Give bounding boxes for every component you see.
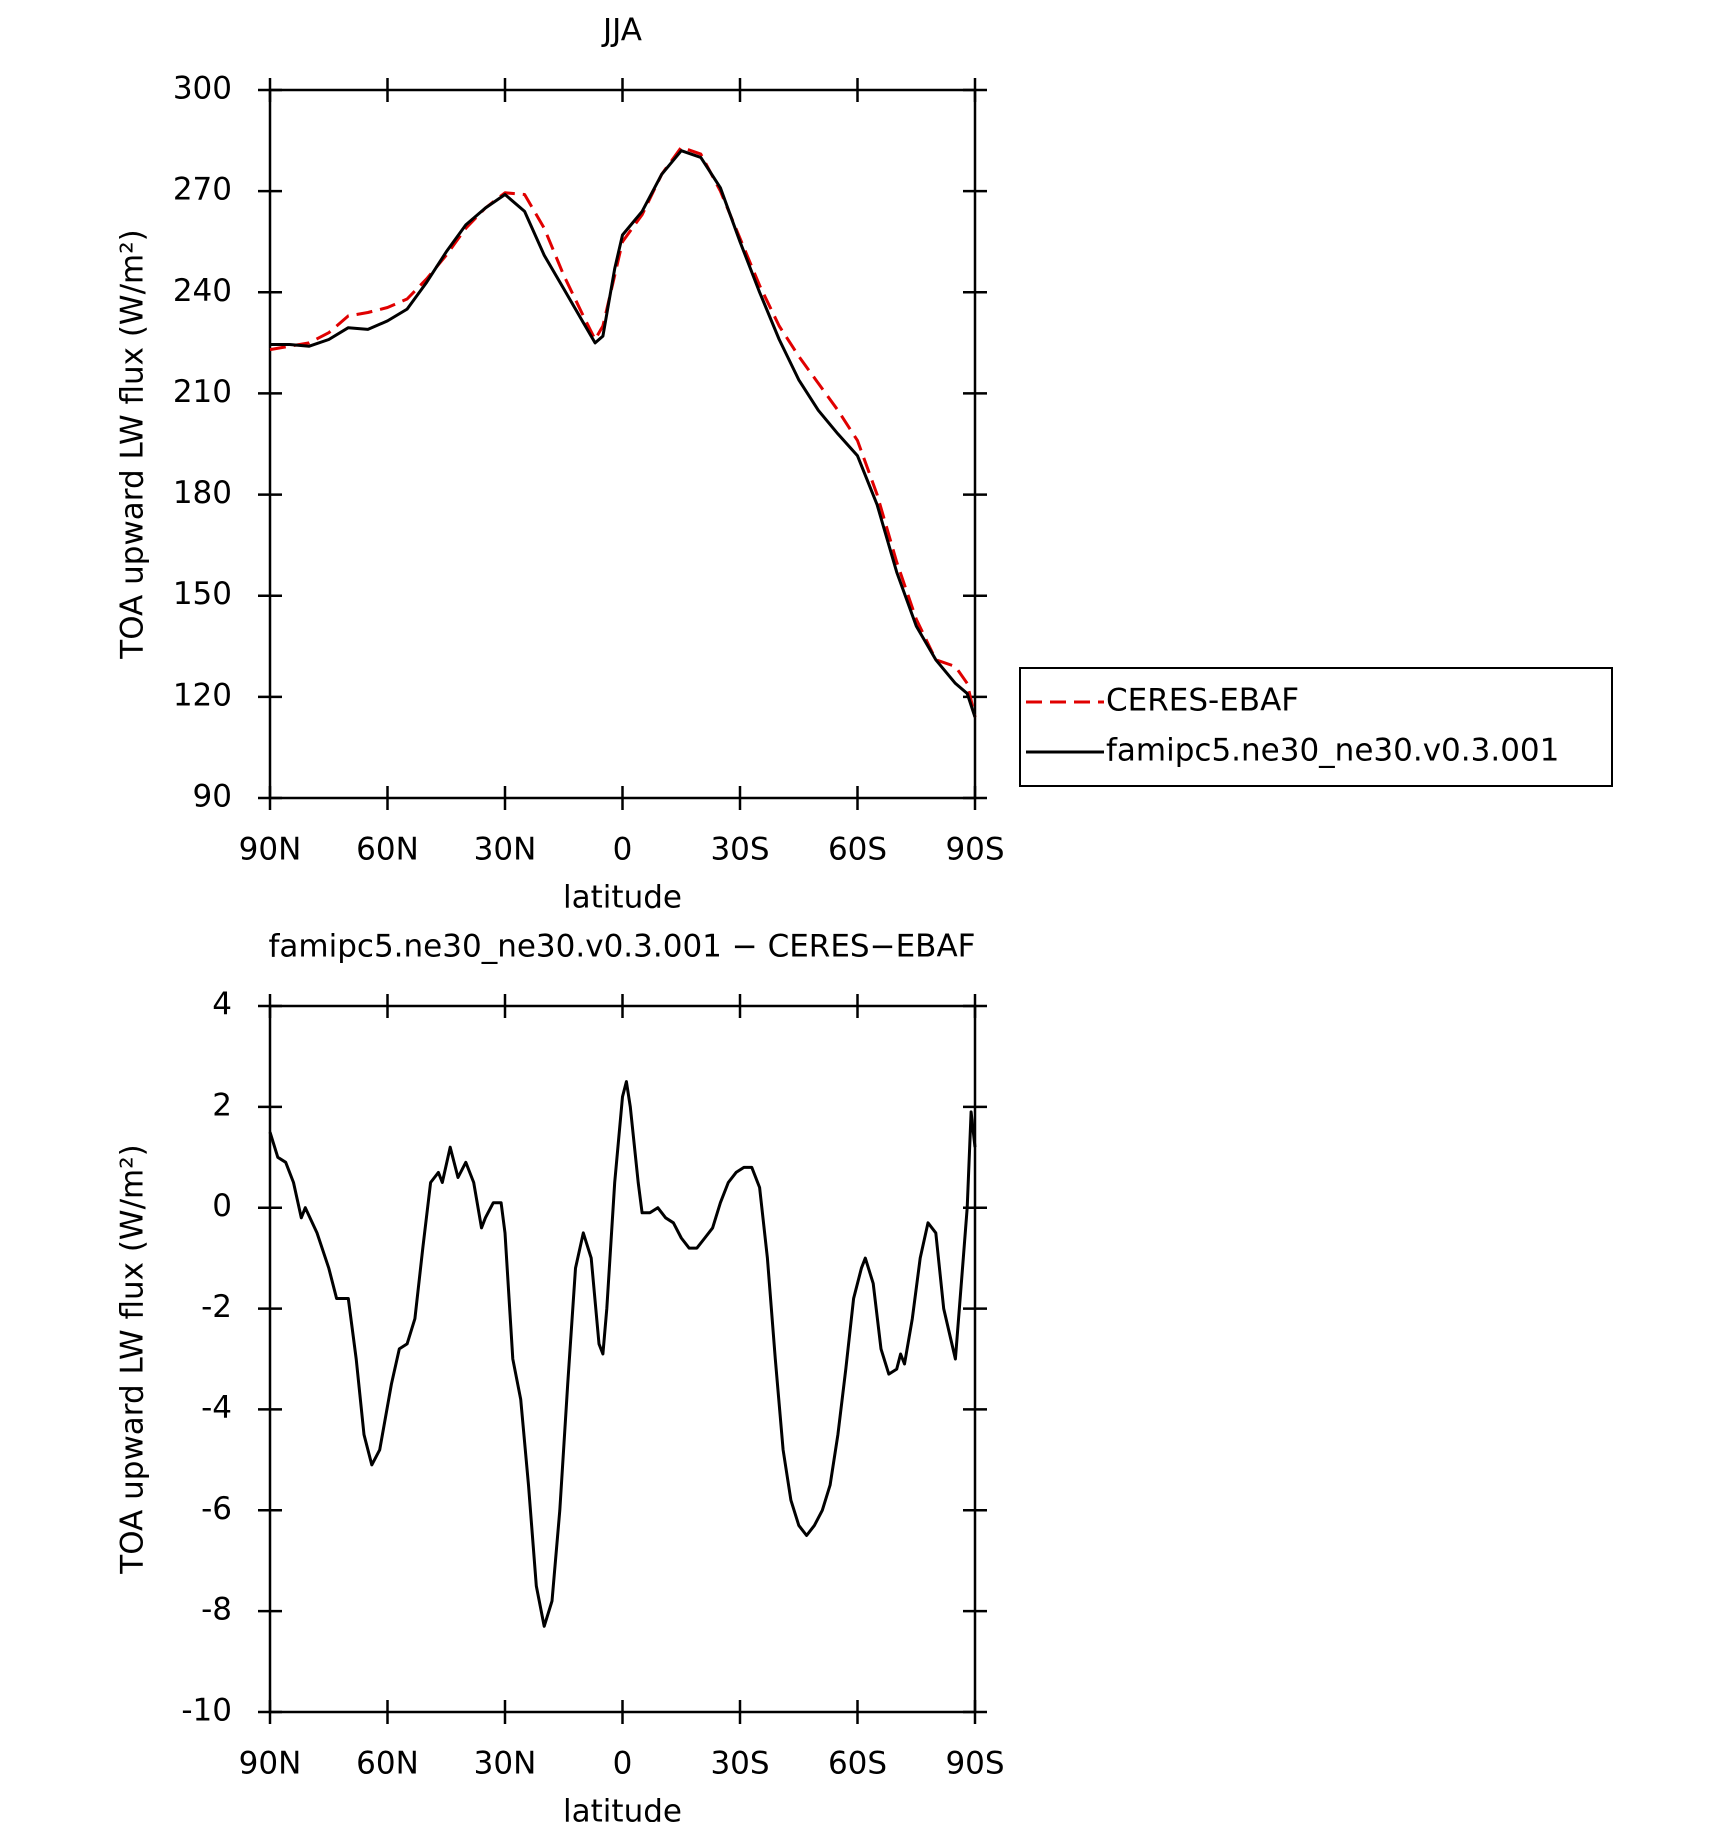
x-axis-label: latitude bbox=[563, 880, 682, 916]
x-tick-label: 60S bbox=[828, 1746, 887, 1782]
y-tick-label: 0 bbox=[212, 1188, 232, 1224]
y-tick-label: 240 bbox=[173, 273, 232, 309]
x-tick-label: 60N bbox=[356, 832, 419, 868]
x-tick-label: 90S bbox=[945, 1746, 1004, 1782]
x-tick-label: 90N bbox=[239, 832, 302, 868]
x-tick-label: 0 bbox=[613, 1746, 633, 1782]
y-tick-label: 90 bbox=[193, 779, 232, 815]
y-tick-label: -8 bbox=[201, 1592, 232, 1628]
y-axis-label: TOA upward LW flux (W/m²) bbox=[115, 1144, 151, 1574]
x-axis-label: latitude bbox=[563, 1794, 682, 1822]
x-tick-label: 0 bbox=[613, 832, 633, 868]
y-tick-label: -4 bbox=[201, 1390, 232, 1426]
y-tick-label: -6 bbox=[201, 1491, 232, 1527]
plot-frame bbox=[268, 88, 977, 800]
x-tick-label: 30N bbox=[474, 832, 537, 868]
x-tick-label: 30S bbox=[710, 1746, 769, 1782]
series-line bbox=[268, 1080, 977, 1628]
legend-label: CERES-EBAF bbox=[1106, 683, 1299, 719]
y-tick-label: 150 bbox=[173, 576, 232, 612]
x-tick-label: 90S bbox=[945, 832, 1004, 868]
y-tick-label: 2 bbox=[212, 1087, 232, 1123]
y-tick-label: -10 bbox=[181, 1693, 232, 1729]
x-tick-label: 90N bbox=[239, 1746, 302, 1782]
y-tick-label: 180 bbox=[173, 475, 232, 511]
series-line bbox=[269, 145, 977, 718]
legend-box bbox=[1019, 667, 1613, 787]
x-tick-label: 30S bbox=[710, 832, 769, 868]
y-tick-label: -2 bbox=[201, 1289, 232, 1325]
chart-title: famipc5.ne30_ne30.v0.3.001 − CERES−EBAF bbox=[269, 929, 976, 965]
series-line bbox=[270, 149, 977, 718]
y-axis-label: TOA upward LW flux (W/m²) bbox=[115, 229, 151, 659]
y-tick-label: 210 bbox=[173, 374, 232, 410]
y-tick-label: 270 bbox=[173, 172, 232, 208]
chart-title: JJA bbox=[601, 13, 642, 49]
x-tick-label: 30N bbox=[474, 1746, 537, 1782]
legend-label: famipc5.ne30_ne30.v0.3.001 bbox=[1106, 733, 1559, 769]
y-tick-label: 4 bbox=[212, 987, 232, 1023]
y-tick-label: 120 bbox=[173, 677, 232, 713]
x-tick-label: 60N bbox=[356, 1746, 419, 1782]
x-tick-label: 60S bbox=[828, 832, 887, 868]
y-tick-label: 300 bbox=[173, 71, 232, 107]
